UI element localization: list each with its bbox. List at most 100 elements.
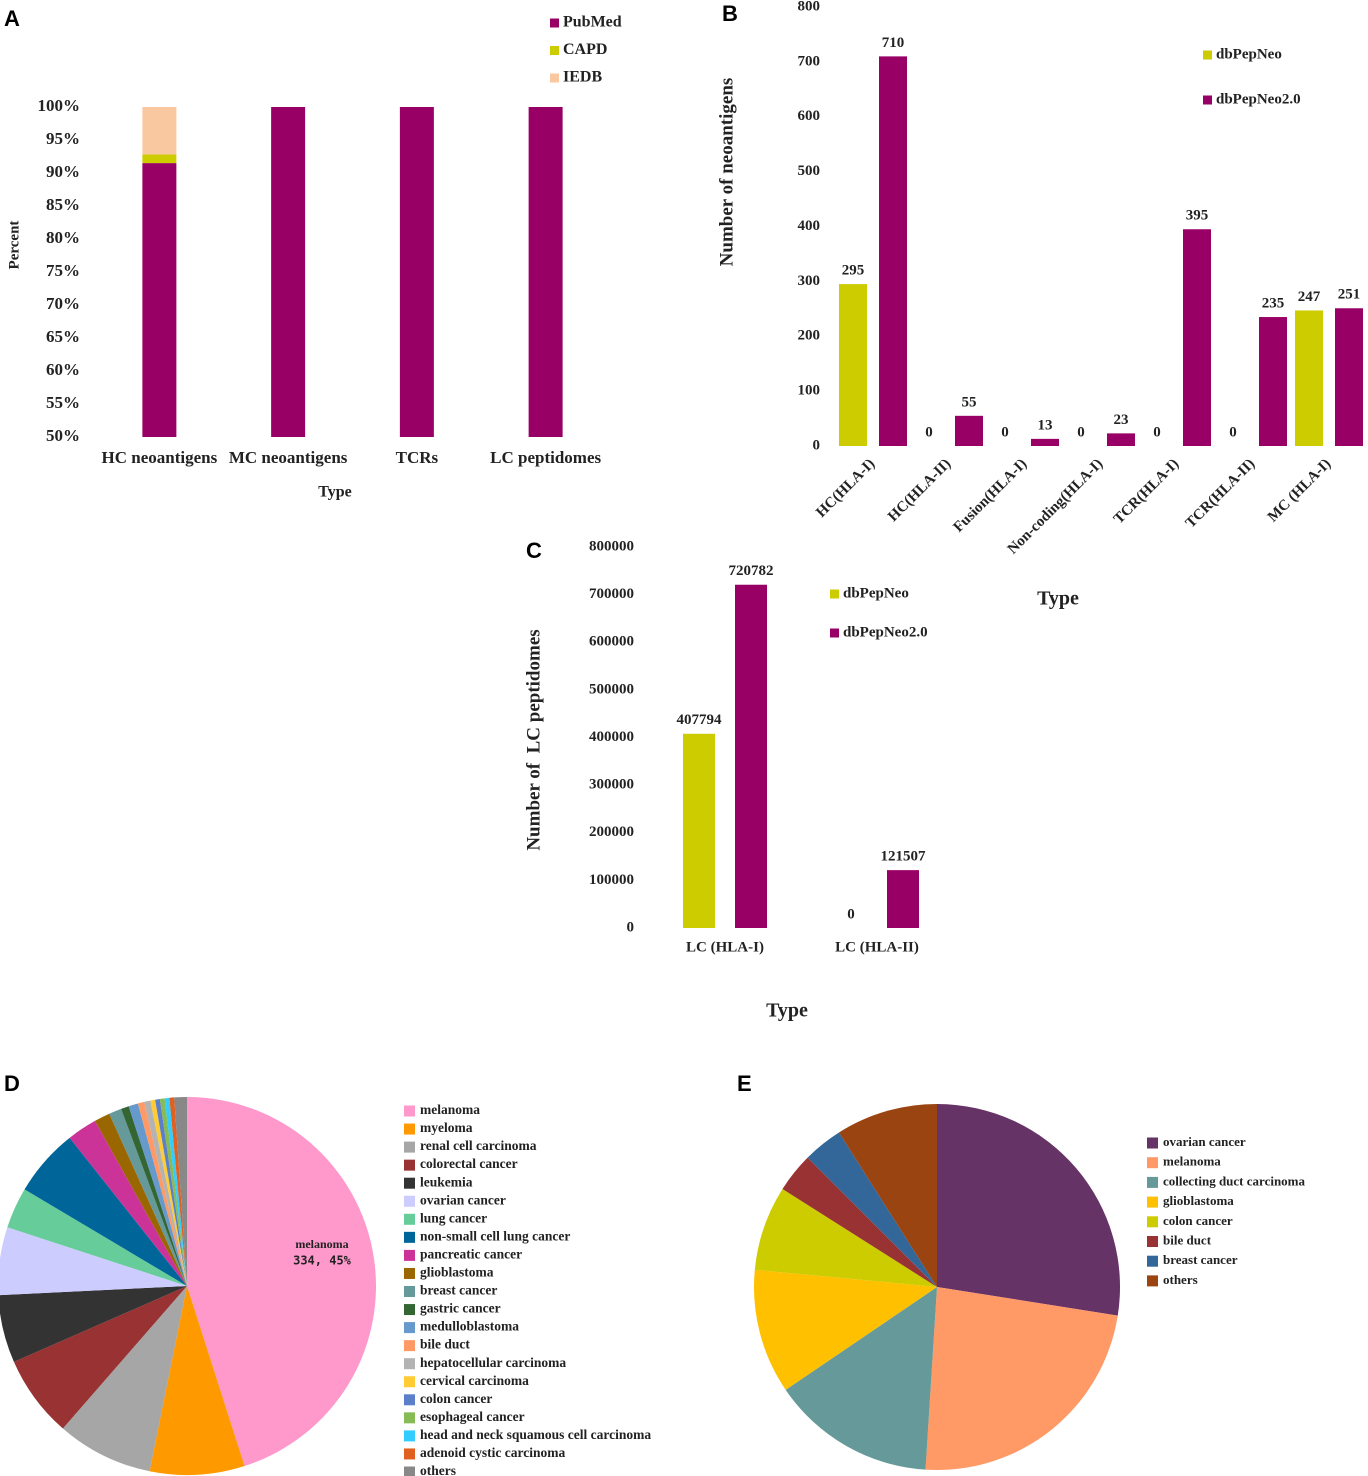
legend-swatch: [404, 1286, 415, 1297]
legend-swatch: [550, 46, 559, 55]
slice-category-label: melanoma: [295, 1237, 348, 1251]
y-tick-label: 80%: [46, 228, 80, 247]
pie-slice: [144, 1100, 187, 1286]
y-tick-label: 95%: [46, 129, 80, 148]
bars: [839, 56, 1363, 446]
legend-swatch: [1147, 1176, 1158, 1188]
bar: [1031, 438, 1059, 446]
bar: [1107, 433, 1135, 446]
y-tick-label: 500000: [589, 681, 634, 697]
legend-swatch: [404, 1213, 415, 1225]
data-label: 0: [1077, 424, 1085, 440]
pie-slice: [782, 1157, 937, 1287]
y-tick-label: 90%: [46, 162, 80, 181]
legend-label: cervical carcinoma: [420, 1373, 529, 1388]
bar-chart: C 0 100000 200000 300000 400000 500000 600000 70…: [523, 538, 927, 1022]
bar-segment: [399, 107, 434, 437]
legend-label: bile duct: [1163, 1232, 1212, 1247]
pie-slice: [62, 1286, 187, 1472]
legend-label: leukemia: [420, 1174, 473, 1189]
pie-slice: [937, 1104, 1120, 1316]
pie-slice: [174, 1097, 187, 1286]
legend-swatch: [404, 1358, 415, 1370]
data-label: 395: [1186, 208, 1209, 224]
pie-slice: [149, 1286, 245, 1475]
legend-swatch: [1147, 1255, 1158, 1267]
y-tick-label: 60%: [46, 360, 80, 379]
panel-label: D: [4, 1071, 20, 1096]
x-tick-label: HC(HLA-I): [813, 456, 878, 521]
panel-label: E: [737, 1071, 752, 1096]
x-tick-label: LC peptidomes: [490, 448, 601, 467]
pie-slice: [69, 1120, 187, 1286]
y-tick-label: 800000: [589, 538, 634, 554]
legend-label: esophageal cancer: [420, 1409, 525, 1424]
data-label: 0: [1153, 424, 1161, 440]
y-tick-label: 600000: [589, 634, 634, 650]
legend-swatch: [830, 628, 839, 638]
x-tick-label: MC (HLA-I): [1265, 456, 1334, 525]
legend-label: adenoid cystic carcinoma: [420, 1445, 565, 1460]
pie-slice: [121, 1106, 187, 1286]
bar-segment: [142, 107, 177, 155]
y-tick-label: 400000: [589, 729, 634, 745]
bar: [1259, 317, 1287, 446]
data-label: 55: [962, 394, 977, 410]
legend-label: PubMed: [563, 14, 622, 31]
bar: [1295, 310, 1323, 446]
x-tick-label: HC neoantigens: [102, 448, 218, 467]
data-label: 295: [842, 263, 865, 279]
pie-slice: [0, 1227, 187, 1296]
y-tick-label: 100%: [38, 96, 81, 115]
y-tick-label: 50%: [46, 426, 80, 445]
legend-swatch: [550, 73, 559, 83]
legend-label: lung cancer: [420, 1210, 487, 1225]
pie-slice: [155, 1098, 187, 1286]
legend-label: non-small cell lung cancer: [420, 1228, 570, 1243]
legend-label: breast cancer: [420, 1283, 497, 1298]
legend-swatch: [550, 18, 559, 28]
legend-label: bile duct: [420, 1337, 470, 1352]
legend-label: colon cancer: [420, 1391, 492, 1406]
legend-swatch: [404, 1466, 415, 1476]
legend-swatch: [404, 1304, 415, 1316]
x-tick-label: LC (HLA-II): [835, 939, 919, 955]
legend-label: myeloma: [420, 1120, 473, 1135]
y-tick-label: 55%: [46, 393, 80, 412]
pie-slice: [94, 1113, 187, 1286]
y-tick-label: 85%: [46, 195, 80, 214]
x-tick-label: LC (HLA-I): [686, 939, 764, 955]
legend-label: colon cancer: [1163, 1213, 1233, 1228]
legend-swatch: [830, 589, 839, 599]
bars: [683, 584, 919, 928]
pie-slice: [164, 1097, 187, 1286]
bar-segment: [142, 154, 177, 164]
data-label: 0: [1229, 424, 1237, 440]
legend-label: dbPepNeo: [843, 585, 909, 601]
data-label: 0: [847, 906, 855, 922]
y-tick-label: 700: [798, 53, 821, 69]
legend-swatch: [1203, 50, 1212, 60]
data-label: 0: [1001, 424, 1009, 440]
legend-label: ovarian cancer: [420, 1192, 506, 1207]
bar: [1335, 308, 1363, 446]
bar: [887, 870, 919, 928]
x-axis-label: Type: [766, 1000, 808, 1022]
y-tick-label: 600: [798, 108, 821, 124]
data-label: 247: [1298, 289, 1321, 305]
pie-slice: [753, 1269, 937, 1390]
y-tick-label: 65%: [46, 327, 80, 346]
bar-segment: [271, 107, 306, 437]
data-label: 235: [1262, 295, 1285, 311]
data-label: 13: [1038, 417, 1053, 433]
y-axis-label: Percent: [6, 221, 22, 270]
legend-swatch: [404, 1159, 415, 1171]
data-label: 407794: [677, 712, 723, 728]
y-tick-label: 0: [627, 919, 635, 935]
bar-segment: [528, 107, 563, 437]
pie-slice: [24, 1137, 188, 1286]
legend-swatch: [404, 1448, 415, 1460]
data-label: 251: [1338, 287, 1361, 303]
x-tick-label: TCR(HLA-I): [1111, 456, 1182, 527]
